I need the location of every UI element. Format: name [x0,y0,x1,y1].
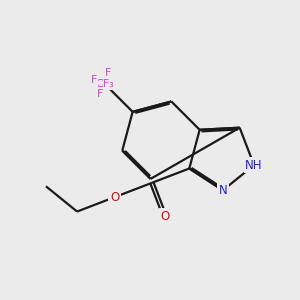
Text: NH: NH [245,159,263,172]
Text: O: O [110,191,119,204]
Text: N: N [218,184,227,197]
Text: F: F [97,89,104,99]
Text: F: F [91,75,97,85]
Text: CF₃: CF₃ [95,79,114,88]
Text: O: O [160,210,170,223]
Text: F: F [105,68,111,78]
